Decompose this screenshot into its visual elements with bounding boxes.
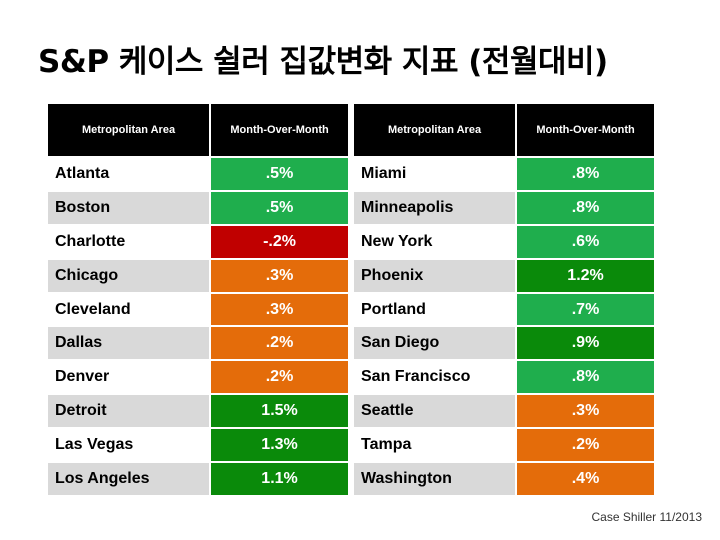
table-row: Minneapolis .8% xyxy=(354,191,654,224)
mom-value-cell: .3% xyxy=(209,293,348,326)
table-row: Miami .8% xyxy=(354,158,654,190)
left-table-body: Atlanta .5% Boston .5% Charlotte -.2% Chicago.… xyxy=(48,158,348,495)
metro-area-cell: Tampa xyxy=(354,429,516,462)
metro-area-cell: Phoenix xyxy=(354,259,516,292)
column-header-mom: Month-Over-Month xyxy=(515,104,654,156)
mom-value-cell: .3% xyxy=(209,259,348,292)
table-row: Phoenix 1.2% xyxy=(354,259,654,292)
mom-value-cell: .8% xyxy=(515,158,654,190)
column-header-mom: Month-Over-Month xyxy=(209,104,348,156)
mom-value-cell: 1.2% xyxy=(515,259,654,292)
mom-value-cell: .4% xyxy=(515,463,654,495)
metro-area-cell: Dallas xyxy=(48,327,210,360)
table-row: New York .6% xyxy=(354,225,654,258)
mom-value-cell: .8% xyxy=(515,191,654,224)
table-row: San Diego .9% xyxy=(354,327,654,360)
table-row: Seattle .3% xyxy=(354,395,654,428)
table-row: Washington .4% xyxy=(354,463,654,495)
mom-value-cell: -.2% xyxy=(209,225,348,258)
table-header-row: Metropolitan Area Month-Over-Month xyxy=(48,104,348,156)
table-header-row: Metropolitan Area Month-Over-Month xyxy=(354,104,654,156)
mom-value-cell: .6% xyxy=(515,225,654,258)
mom-value-cell: .2% xyxy=(209,327,348,360)
mom-value-cell: 1.3% xyxy=(209,429,348,462)
table-row: Portland .7% xyxy=(354,293,654,326)
metro-area-cell: Cleveland xyxy=(48,293,210,326)
metro-area-cell: Boston xyxy=(48,191,210,224)
mom-value-cell: .5% xyxy=(209,191,348,224)
column-header-area: Metropolitan Area xyxy=(48,104,210,156)
table-row: Tampa .2% xyxy=(354,429,654,462)
mom-value-cell: .8% xyxy=(515,361,654,394)
mom-value-cell: .7% xyxy=(515,293,654,326)
metro-area-cell: Minneapolis xyxy=(354,191,516,224)
metro-area-cell: San Diego xyxy=(354,327,516,360)
table-row: San Francisco .8% xyxy=(354,361,654,394)
metro-area-cell: San Francisco xyxy=(354,361,516,394)
metro-area-cell: New York xyxy=(354,225,516,258)
metro-area-cell: Chicago xyxy=(48,259,210,292)
mom-value-cell: .5% xyxy=(209,158,348,190)
table-row: Las Vegas 1.3% xyxy=(48,429,348,462)
metro-area-cell: Las Vegas xyxy=(48,429,210,462)
table-row: Los Angeles 1.1% xyxy=(48,463,348,495)
page-title: S&P 케이스 쉴러 집값변화 지표 (전월대비) xyxy=(38,44,608,80)
metro-area-cell: Denver xyxy=(48,361,210,394)
table-row: Boston .5% xyxy=(48,191,348,224)
metro-area-cell: Portland xyxy=(354,293,516,326)
table-row: Charlotte -.2% xyxy=(48,225,348,258)
table-row: Atlanta .5% xyxy=(48,158,348,190)
mom-value-cell: 1.1% xyxy=(209,463,348,495)
mom-value-cell: .2% xyxy=(515,429,654,462)
left-table: Metropolitan Area Month-Over-Month Atlan… xyxy=(48,102,348,497)
table-row: Dallas .2% xyxy=(48,327,348,360)
column-header-area: Metropolitan Area xyxy=(354,104,516,156)
metro-area-cell: Miami xyxy=(354,158,516,190)
mom-value-cell: .3% xyxy=(515,395,654,428)
metro-area-cell: Charlotte xyxy=(48,225,210,258)
table-row: Cleveland .3% xyxy=(48,293,348,326)
metro-area-cell: Washington xyxy=(354,463,516,495)
metro-area-cell: Seattle xyxy=(354,395,516,428)
table-row: Detroit 1.5% xyxy=(48,395,348,428)
mom-value-cell: .9% xyxy=(515,327,654,360)
right-table-body: Miami .8% Minneapolis .8% New York .6% Phoenix… xyxy=(354,158,654,495)
mom-value-cell: .2% xyxy=(209,361,348,394)
table-row: Denver .2% xyxy=(48,361,348,394)
mom-value-cell: 1.5% xyxy=(209,395,348,428)
table-row: Chicago .3% xyxy=(48,259,348,292)
source-note: Case Shiller 11/2013 xyxy=(591,510,702,524)
metro-area-cell: Detroit xyxy=(48,395,210,428)
metro-area-cell: Atlanta xyxy=(48,158,210,190)
right-table: Metropolitan Area Month-Over-Month Miami… xyxy=(354,102,654,497)
metro-area-cell: Los Angeles xyxy=(48,463,210,495)
